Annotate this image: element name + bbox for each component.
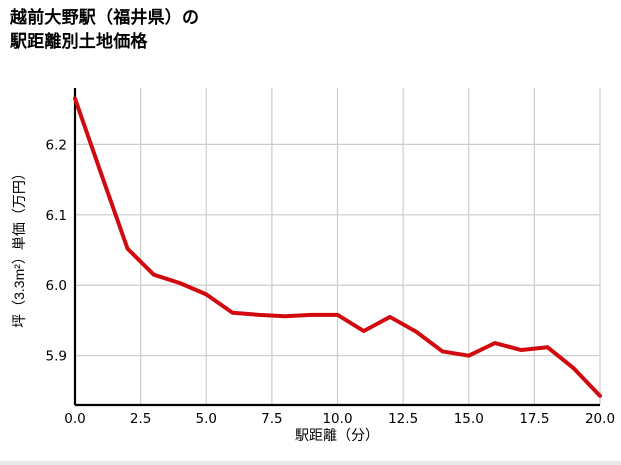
axis-lines: [73, 88, 600, 407]
x-axis-tick-labels: 0.0 2.5 5.0 7.5 10.0 12.5 15.0 17.5 20.0: [64, 411, 615, 427]
x-tick-label: 15.0: [454, 411, 484, 427]
x-tick-label: 10.0: [322, 411, 352, 427]
x-tick-label: 0.0: [64, 411, 85, 427]
y-axis-tick-labels: 5.9 6.0 6.1 6.2: [46, 137, 67, 364]
data-series-line: [73, 96, 602, 398]
y-tick-label: 5.9: [46, 349, 67, 365]
x-tick-label: 17.5: [519, 411, 549, 427]
x-tick-label: 2.5: [130, 411, 151, 427]
footer-divider: [0, 461, 621, 465]
chart-title: 越前大野駅（福井県）の 駅距離別土地価格: [10, 6, 490, 54]
chart-title-line-1: 越前大野駅（福井県）の: [10, 8, 200, 27]
x-axis-title-group: 駅距離（分）: [295, 427, 379, 443]
x-tick-label: 20.0: [585, 411, 615, 427]
x-tick-label: 12.5: [388, 411, 418, 427]
y-axis-title: 坪（3.3m²）単価（万円）: [11, 166, 27, 328]
y-tick-label: 6.0: [46, 278, 67, 294]
x-tick-label: 7.5: [261, 411, 282, 427]
y-axis-title-group: 坪（3.3m²）単価（万円）: [11, 166, 27, 328]
y-tick-label: 6.1: [46, 208, 67, 224]
y-tick-label: 6.2: [46, 137, 67, 153]
chart-title-line-2: 駅距離別土地価格: [10, 32, 148, 52]
x-tick-label: 5.0: [196, 411, 217, 427]
price-line: [73, 96, 602, 398]
x-axis-title: 駅距離（分）: [295, 427, 379, 443]
